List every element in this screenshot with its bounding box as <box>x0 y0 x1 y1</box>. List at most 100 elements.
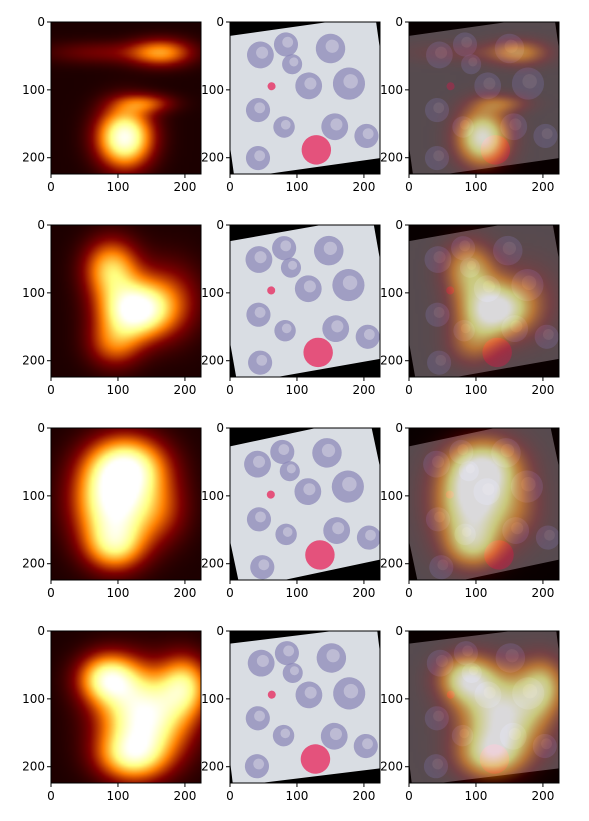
rotated-slide <box>230 22 380 174</box>
panel-image <box>230 225 380 377</box>
cell-center <box>289 57 299 67</box>
x-tick-label: 200 <box>531 383 554 397</box>
x-tick-label: 0 <box>405 383 413 397</box>
x-tick-label: 200 <box>173 383 196 397</box>
y-tick-label: 0 <box>37 15 45 29</box>
cell-center <box>362 738 373 750</box>
panel-image <box>230 631 380 783</box>
cell-center <box>303 483 316 496</box>
axes-frame <box>229 224 381 378</box>
x-tick-label: 0 <box>226 383 234 397</box>
cell-center <box>254 306 266 318</box>
panel-heatmap <box>51 428 201 580</box>
y-tick-label: 100 <box>201 286 224 300</box>
y-tick-label: 0 <box>395 218 403 232</box>
cell-center <box>254 102 266 114</box>
y-tick-label: 200 <box>201 354 224 368</box>
axes-frame <box>50 224 202 378</box>
cell-center <box>321 443 336 458</box>
axes-frame <box>229 427 381 581</box>
cell-center <box>283 645 295 657</box>
heatmap-overlay <box>409 428 559 580</box>
axes: 0 100 200 0 100 200 <box>22 218 202 397</box>
axes: 0 100 200 0 100 200 <box>201 15 381 194</box>
y-tick-label: 0 <box>37 421 45 435</box>
heatmap-image <box>51 631 201 783</box>
cell-center <box>256 46 269 59</box>
x-tick-label: 100 <box>107 789 130 803</box>
x-tick-label: 100 <box>107 383 130 397</box>
y-tick-label: 200 <box>380 557 403 571</box>
y-tick-label: 200 <box>22 151 45 165</box>
axes-frame <box>229 21 381 175</box>
cell-center <box>256 654 269 667</box>
cell-center <box>282 36 294 48</box>
cell-center <box>280 728 291 739</box>
cell-center <box>278 444 290 455</box>
y-tick-label: 200 <box>22 557 45 571</box>
y-tick-label: 100 <box>22 489 45 503</box>
cell-center <box>362 128 374 140</box>
panel-overlay <box>409 225 559 377</box>
axes: 0 100 200 0 100 200 <box>380 15 560 194</box>
x-tick-label: 0 <box>47 383 55 397</box>
cell-center <box>253 758 265 770</box>
axes-frame <box>408 427 560 581</box>
y-tick-label: 0 <box>37 218 45 232</box>
y-tick-label: 100 <box>380 489 403 503</box>
rotated-slide <box>230 225 380 377</box>
x-tick-label: 0 <box>226 180 234 194</box>
cell-center <box>254 710 265 722</box>
cell-center <box>288 260 298 270</box>
y-tick-label: 0 <box>395 624 403 638</box>
x-tick-label: 100 <box>465 383 488 397</box>
y-tick-label: 0 <box>216 421 224 435</box>
y-tick-label: 0 <box>395 421 403 435</box>
red-cell-blob <box>305 540 335 570</box>
x-tick-label: 200 <box>173 789 196 803</box>
x-tick-label: 100 <box>286 586 309 600</box>
cell-center <box>256 354 268 366</box>
x-tick-label: 200 <box>352 180 375 194</box>
cell-center <box>332 522 345 535</box>
heatmap-image <box>51 225 201 377</box>
cell-center <box>365 529 376 541</box>
cell-center <box>363 329 375 340</box>
cell-center <box>255 511 266 523</box>
y-tick-label: 0 <box>216 218 224 232</box>
heatmap-overlay <box>409 22 559 174</box>
y-tick-label: 200 <box>201 557 224 571</box>
y-tick-label: 100 <box>22 83 45 97</box>
x-tick-label: 0 <box>47 789 55 803</box>
cell-center <box>253 455 266 468</box>
cell-center <box>343 74 358 89</box>
x-tick-label: 0 <box>405 180 413 194</box>
y-tick-label: 100 <box>201 83 224 97</box>
x-tick-label: 200 <box>173 180 196 194</box>
panel-heatmap <box>51 631 201 783</box>
axes-frame <box>50 630 202 784</box>
red-cell-blob <box>267 690 276 699</box>
x-tick-label: 0 <box>47 586 55 600</box>
heatmap-image <box>51 428 201 580</box>
red-cell-blob <box>267 82 276 91</box>
y-tick-label: 200 <box>22 760 45 774</box>
x-tick-label: 100 <box>286 789 309 803</box>
axes: 0 100 200 0 100 200 <box>22 624 202 803</box>
red-cell-blob <box>266 490 275 499</box>
axes-frame <box>50 21 202 175</box>
x-tick-label: 0 <box>226 789 234 803</box>
y-tick-label: 200 <box>380 354 403 368</box>
cell-center <box>286 464 296 474</box>
red-cell-blob <box>301 135 332 165</box>
y-tick-label: 100 <box>380 692 403 706</box>
heatmap-image <box>51 22 201 174</box>
x-tick-label: 100 <box>286 180 309 194</box>
axes: 0 100 200 0 100 200 <box>22 15 202 194</box>
cell-center <box>282 527 293 537</box>
panel-image <box>230 428 380 580</box>
rotated-slide <box>230 631 380 783</box>
x-tick-label: 100 <box>286 383 309 397</box>
x-tick-label: 200 <box>531 789 554 803</box>
y-tick-label: 0 <box>37 624 45 638</box>
